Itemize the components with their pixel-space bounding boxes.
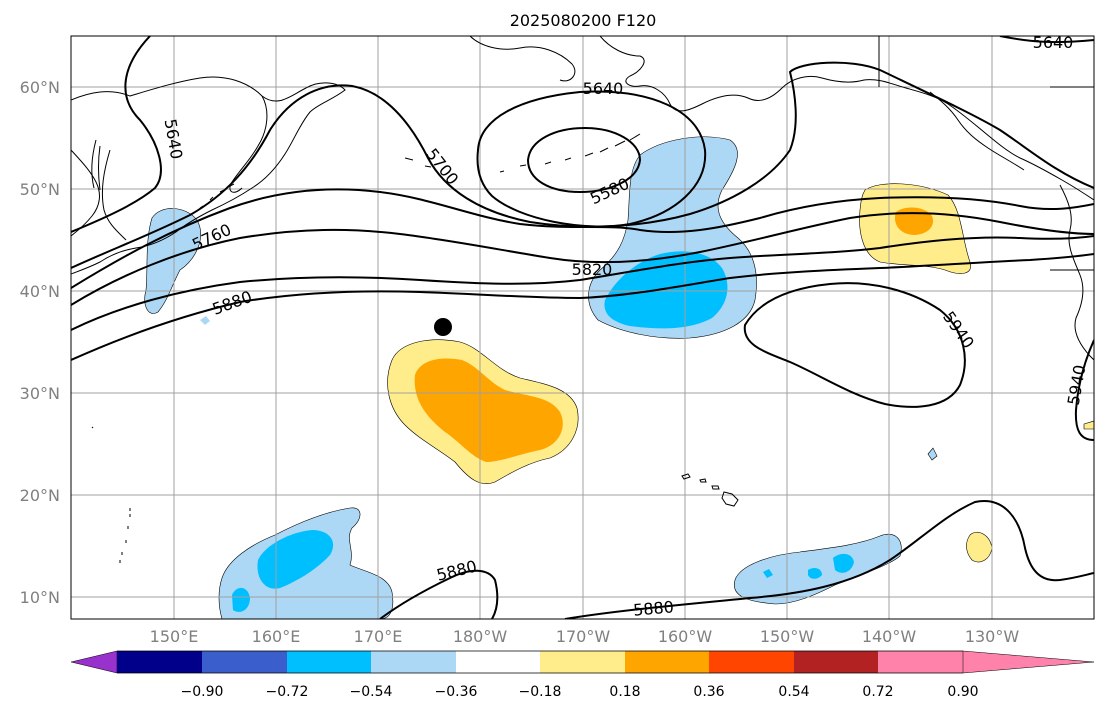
negative-region-southwest-tropics-core2	[232, 587, 250, 612]
colorbar-segment	[709, 651, 794, 673]
coast-canada-border	[878, 36, 1094, 271]
longitude-labels: 150°E 160°E 170°E 180°W 170°W 160°W 150°…	[150, 627, 1020, 646]
lon-label: 150°W	[760, 627, 815, 646]
map-panel: 5640 5640 5640 5700 5580 5760 5820 5880 …	[71, 33, 1094, 619]
coast-kamchatka	[229, 95, 268, 193]
contour-label: 5640	[583, 79, 624, 98]
colorbar-segment	[540, 651, 625, 673]
contour-5640-center	[476, 90, 707, 228]
contour-label: 5820	[572, 260, 613, 279]
lat-label: 10°N	[20, 588, 60, 607]
colorbar-tick-label: 0.18	[609, 684, 640, 700]
colorbar-tick-label: 0.90	[947, 684, 978, 700]
lon-label: 180°W	[453, 627, 508, 646]
contour-5820-b	[71, 235, 1094, 331]
negative-region-japan-core	[200, 316, 210, 325]
map-frame	[70, 35, 1095, 620]
colorbar-tick-label: −0.54	[350, 684, 393, 700]
negative-region-tiny	[927, 447, 938, 461]
positive-region-central-pacific-core	[414, 358, 563, 462]
contour-5940-coast	[1074, 339, 1094, 441]
colorbar-tick-label: −0.72	[266, 684, 309, 700]
negative-region-southeast-tropics-core2	[808, 567, 822, 579]
colorbar-segment	[878, 651, 963, 673]
colorbar-segment	[202, 651, 287, 673]
lon-label: 160°E	[252, 627, 301, 646]
colorbar-extend-left	[70, 650, 118, 674]
colorbar-segment	[794, 651, 878, 673]
colorbar-extend-right	[962, 650, 1095, 674]
coast-marianas	[91, 426, 131, 563]
contour-5580	[526, 126, 642, 194]
colorbar-tick-label: 0.72	[862, 684, 893, 700]
lat-label: 60°N	[20, 78, 60, 97]
negative-region-southeast-tropics-core3	[763, 569, 773, 578]
latitude-labels: 60°N 50°N 40°N 30°N 20°N 10°N	[20, 78, 60, 607]
contour-5640-west	[71, 36, 162, 233]
coast-alaska	[469, 36, 1094, 201]
coast-aleutians	[404, 133, 641, 173]
positive-region-northeast-core	[894, 207, 934, 235]
coast-na-west	[1059, 184, 1094, 361]
lon-label: 130°W	[965, 627, 1020, 646]
colorbar-segment	[117, 651, 202, 673]
negative-region-southeast-tropics-core	[833, 553, 854, 573]
lon-label: 170°E	[354, 627, 403, 646]
lon-label: 160°W	[658, 627, 713, 646]
contour-5760	[71, 188, 1094, 289]
lat-label: 50°N	[20, 180, 60, 199]
colorbar: −0.90 −0.72 −0.54 −0.36 −0.18 0.18 0.36 …	[70, 650, 1095, 700]
colorbar-tick-label: 0.36	[693, 684, 724, 700]
contour-5880-southwest	[379, 569, 499, 619]
coast-hawaii	[681, 473, 739, 507]
lon-label: 140°W	[862, 627, 917, 646]
contour-label: 5640	[1033, 33, 1074, 52]
height-contours	[71, 36, 1094, 619]
colorbar-segment	[456, 651, 540, 673]
contour-5880-south	[564, 500, 1094, 619]
lat-label: 30°N	[20, 384, 60, 403]
colorbar-segment	[625, 651, 709, 673]
lat-label: 20°N	[20, 486, 60, 505]
position-marker	[434, 318, 452, 336]
colorbar-tick-label: −0.18	[519, 684, 562, 700]
colorbar-segment	[371, 651, 456, 673]
lon-label: 170°W	[556, 627, 611, 646]
coast-alaska-panhandle	[929, 91, 1025, 171]
coast-sakhalin	[91, 139, 101, 191]
contour-label: 5880	[632, 597, 674, 619]
map-title: 2025080200 F120	[510, 11, 657, 30]
positive-region-tropical-small	[966, 531, 993, 563]
colorbar-tick-label: 0.54	[778, 684, 809, 700]
colorbar-tick-label: −0.90	[181, 684, 224, 700]
contour-5820-a	[71, 212, 1094, 306]
colorbar-segment	[287, 651, 371, 673]
positive-region-coast-small	[1083, 420, 1094, 430]
lat-label: 40°N	[20, 282, 60, 301]
contour-5940-loop	[743, 282, 966, 408]
contour-5640-northeast	[999, 36, 1094, 44]
colorbar-ticks: −0.90 −0.72 −0.54 −0.36 −0.18 0.18 0.36 …	[181, 684, 979, 700]
contour-5880-north	[71, 253, 1094, 361]
colorbar-tick-label: −0.36	[435, 684, 478, 700]
lon-label: 150°E	[150, 627, 199, 646]
